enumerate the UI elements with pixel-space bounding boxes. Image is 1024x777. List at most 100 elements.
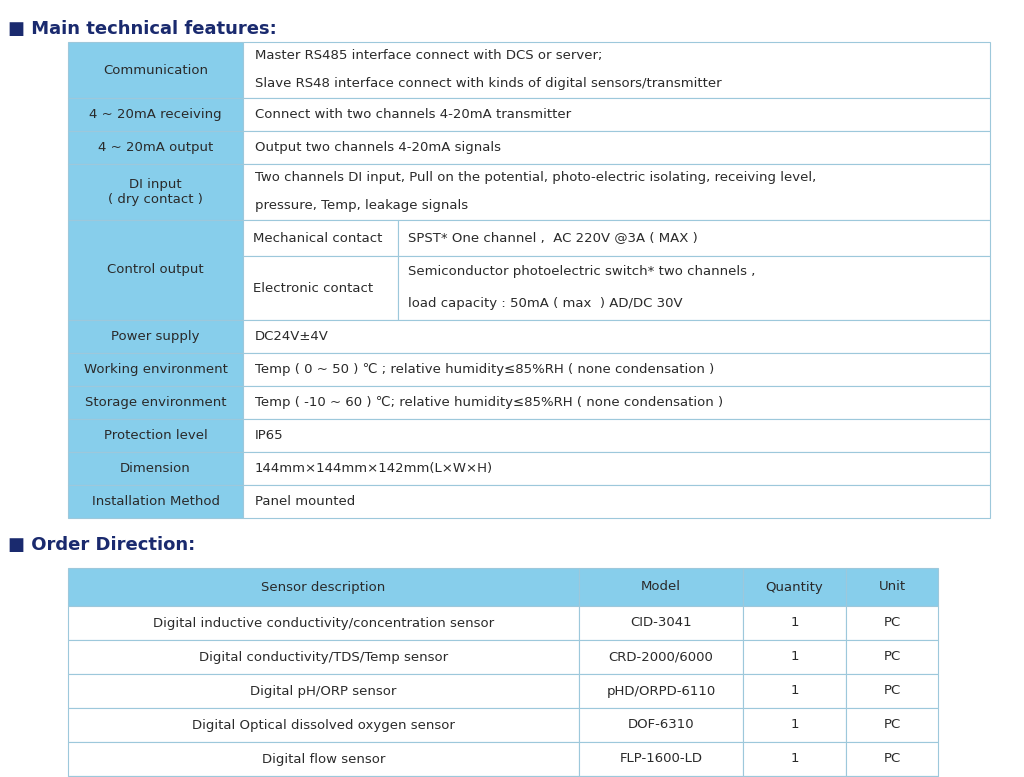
- Bar: [68, 640, 579, 674]
- Text: Storage environment: Storage environment: [85, 396, 226, 409]
- Bar: [68, 164, 243, 220]
- Text: Two channels DI input, Pull on the potential, photo-electric isolating, receivin: Two channels DI input, Pull on the poten…: [255, 172, 816, 184]
- Text: 1: 1: [791, 719, 799, 731]
- Bar: [243, 485, 990, 518]
- Text: FLP-1600-LD: FLP-1600-LD: [620, 752, 702, 765]
- Text: Output two channels 4-20mA signals: Output two channels 4-20mA signals: [255, 141, 501, 154]
- Text: 1: 1: [791, 752, 799, 765]
- Text: CRD-2000/6000: CRD-2000/6000: [608, 650, 714, 664]
- Bar: [743, 674, 846, 708]
- Text: 4 ~ 20mA output: 4 ~ 20mA output: [98, 141, 213, 154]
- Text: Installation Method: Installation Method: [91, 495, 219, 508]
- Text: ■ Order Direction:: ■ Order Direction:: [8, 536, 196, 554]
- Bar: [846, 674, 938, 708]
- Text: ■ Main technical features:: ■ Main technical features:: [8, 20, 276, 38]
- Bar: [68, 220, 243, 320]
- Bar: [243, 164, 990, 220]
- Bar: [243, 452, 990, 485]
- Bar: [846, 568, 938, 606]
- Bar: [579, 776, 743, 777]
- Text: load capacity : 50mA ( max  ) AD/DC 30V: load capacity : 50mA ( max ) AD/DC 30V: [408, 298, 683, 311]
- Text: pressure, Temp, leakage signals: pressure, Temp, leakage signals: [255, 200, 468, 212]
- Bar: [68, 131, 243, 164]
- Bar: [68, 419, 243, 452]
- Text: pHD/ORPD-6110: pHD/ORPD-6110: [606, 685, 716, 698]
- Text: DI input
( dry contact ): DI input ( dry contact ): [109, 178, 203, 206]
- Bar: [579, 606, 743, 640]
- Text: Digital inductive conductivity/concentration sensor: Digital inductive conductivity/concentra…: [153, 616, 494, 629]
- Text: Connect with two channels 4-20mA transmitter: Connect with two channels 4-20mA transmi…: [255, 108, 571, 121]
- Bar: [68, 606, 579, 640]
- Text: Digital conductivity/TDS/Temp sensor: Digital conductivity/TDS/Temp sensor: [199, 650, 449, 664]
- Text: PC: PC: [884, 616, 901, 629]
- Bar: [68, 320, 243, 353]
- Text: Digital pH/ORP sensor: Digital pH/ORP sensor: [250, 685, 396, 698]
- Bar: [846, 606, 938, 640]
- Text: 144mm×144mm×142mm(L×W×H): 144mm×144mm×142mm(L×W×H): [255, 462, 494, 475]
- Bar: [846, 640, 938, 674]
- Bar: [243, 256, 398, 320]
- Bar: [243, 42, 990, 98]
- Text: Unit: Unit: [879, 580, 905, 594]
- Bar: [243, 353, 990, 386]
- Text: Quantity: Quantity: [766, 580, 823, 594]
- Bar: [743, 708, 846, 742]
- Bar: [243, 220, 398, 256]
- Text: 4 ~ 20mA receiving: 4 ~ 20mA receiving: [89, 108, 222, 121]
- Text: Working environment: Working environment: [84, 363, 227, 376]
- Bar: [68, 708, 579, 742]
- Text: PC: PC: [884, 752, 901, 765]
- Bar: [68, 353, 243, 386]
- Bar: [846, 776, 938, 777]
- Bar: [243, 98, 990, 131]
- Text: Panel mounted: Panel mounted: [255, 495, 355, 508]
- Text: IP65: IP65: [255, 429, 284, 442]
- Bar: [68, 452, 243, 485]
- Bar: [846, 708, 938, 742]
- Bar: [68, 568, 579, 606]
- Text: 1: 1: [791, 616, 799, 629]
- Bar: [243, 419, 990, 452]
- Bar: [68, 42, 243, 98]
- Bar: [743, 640, 846, 674]
- Text: Power supply: Power supply: [112, 330, 200, 343]
- Text: Slave RS48 interface connect with kinds of digital sensors/transmitter: Slave RS48 interface connect with kinds …: [255, 78, 722, 90]
- Bar: [579, 640, 743, 674]
- Text: Sensor description: Sensor description: [261, 580, 386, 594]
- Bar: [743, 776, 846, 777]
- Bar: [579, 708, 743, 742]
- Bar: [68, 742, 579, 776]
- Bar: [243, 386, 990, 419]
- Bar: [398, 256, 990, 320]
- Text: Dimension: Dimension: [120, 462, 190, 475]
- Bar: [743, 742, 846, 776]
- Text: Control output: Control output: [108, 263, 204, 277]
- Text: SPST* One channel ,  AC 220V @3A ( MAX ): SPST* One channel , AC 220V @3A ( MAX ): [408, 232, 697, 245]
- Text: 1: 1: [791, 685, 799, 698]
- Text: DOF-6310: DOF-6310: [628, 719, 694, 731]
- Text: Digital flow sensor: Digital flow sensor: [262, 752, 385, 765]
- Bar: [579, 674, 743, 708]
- Bar: [243, 320, 990, 353]
- Text: Temp ( 0 ~ 50 ) ℃ ; relative humidity≤85%RH ( none condensation ): Temp ( 0 ~ 50 ) ℃ ; relative humidity≤85…: [255, 363, 715, 376]
- Text: Mechanical contact: Mechanical contact: [253, 232, 382, 245]
- Bar: [846, 742, 938, 776]
- Bar: [68, 485, 243, 518]
- Bar: [68, 386, 243, 419]
- Text: DC24V±4V: DC24V±4V: [255, 330, 329, 343]
- Text: PC: PC: [884, 719, 901, 731]
- Bar: [579, 742, 743, 776]
- Text: Electronic contact: Electronic contact: [253, 281, 373, 294]
- Text: Model: Model: [641, 580, 681, 594]
- Bar: [68, 98, 243, 131]
- Bar: [398, 220, 990, 256]
- Text: 1: 1: [791, 650, 799, 664]
- Text: Protection level: Protection level: [103, 429, 208, 442]
- Bar: [743, 568, 846, 606]
- Bar: [243, 131, 990, 164]
- Text: PC: PC: [884, 685, 901, 698]
- Text: Semiconductor photoelectric switch* two channels ,: Semiconductor photoelectric switch* two …: [408, 266, 756, 278]
- Text: PC: PC: [884, 650, 901, 664]
- Text: Master RS485 interface connect with DCS or server;: Master RS485 interface connect with DCS …: [255, 50, 602, 62]
- Text: Temp ( -10 ~ 60 ) ℃; relative humidity≤85%RH ( none condensation ): Temp ( -10 ~ 60 ) ℃; relative humidity≤8…: [255, 396, 723, 409]
